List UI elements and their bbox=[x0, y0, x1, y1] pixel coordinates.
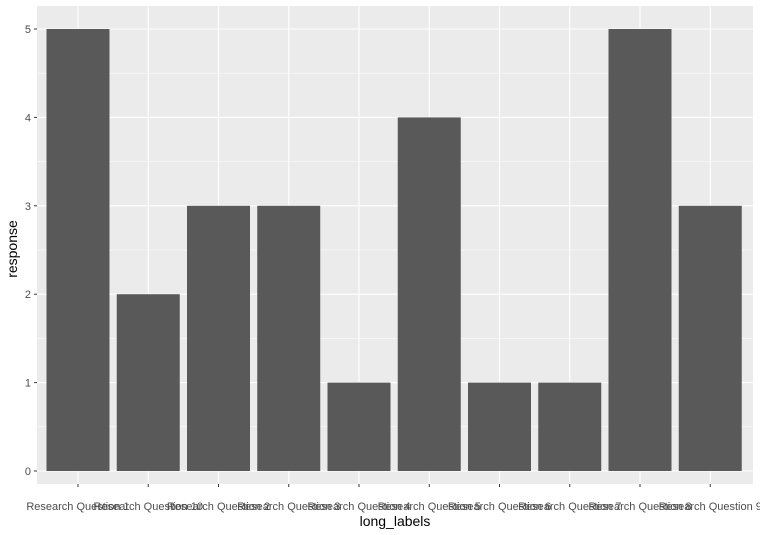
x-tick-label: Research Question 7 bbox=[518, 501, 621, 513]
bar bbox=[46, 29, 110, 471]
x-tick-label: Research Question 4 bbox=[307, 501, 410, 513]
x-tick-label: Research Question 6 bbox=[448, 501, 551, 513]
x-tick-label: Research Question 3 bbox=[237, 501, 340, 513]
bar bbox=[538, 382, 602, 471]
y-tick-label: 2 bbox=[25, 289, 31, 301]
x-tick-label: Research Question 8 bbox=[588, 501, 691, 513]
y-tick-label: 3 bbox=[25, 201, 31, 213]
x-tick-label: Research Question 2 bbox=[167, 501, 270, 513]
bar bbox=[187, 205, 250, 472]
y-tick-label: 1 bbox=[25, 378, 31, 390]
y-tick-label: 5 bbox=[25, 24, 31, 36]
y-axis-ticks: 0 1 2 3 4 5 bbox=[25, 24, 37, 478]
bar bbox=[608, 29, 672, 471]
y-tick-label: 4 bbox=[25, 112, 31, 124]
x-axis-title: long_labels bbox=[360, 513, 431, 529]
x-tick-label: Research Question 1 bbox=[26, 501, 129, 513]
bars bbox=[46, 29, 742, 472]
bar bbox=[257, 205, 321, 472]
bar bbox=[116, 294, 180, 471]
x-tick-label: Research Question 10 bbox=[94, 501, 203, 513]
x-tick-label: Research Question 5 bbox=[378, 501, 481, 513]
bar bbox=[468, 382, 531, 471]
bar bbox=[327, 382, 391, 471]
x-tick-label: Research Question 9 bbox=[659, 501, 760, 513]
y-axis-title: response bbox=[4, 220, 20, 278]
y-tick-label: 0 bbox=[25, 466, 31, 478]
bar bbox=[397, 117, 461, 472]
bar bbox=[678, 205, 742, 472]
